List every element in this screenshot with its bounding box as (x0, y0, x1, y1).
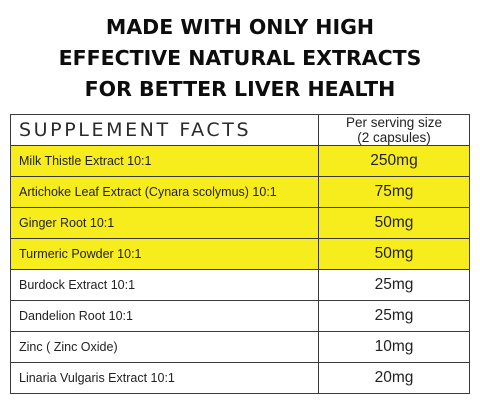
ingredient-row: Turmeric Powder 10:1 50mg (10, 238, 470, 270)
ingredient-amount: 50mg (318, 238, 470, 270)
table-header-row: SUPPLEMENT FACTS Per serving size (2 cap… (10, 114, 470, 146)
serving-size-capsules: (2 capsules) (357, 130, 431, 145)
ingredient-row: Dandelion Root 10:1 25mg (10, 300, 470, 332)
ingredient-name: Burdock Extract 10:1 (10, 269, 319, 301)
headline-line-3: FOR BETTER LIVER HEALTH (84, 77, 396, 101)
ingredient-row: Linaria Vulgaris Extract 10:1 20mg (10, 362, 470, 394)
ingredient-amount: 10mg (318, 331, 470, 363)
serving-size-label: Per serving size (345, 115, 443, 130)
ingredient-name: Linaria Vulgaris Extract 10:1 (10, 362, 319, 394)
ingredient-amount: 25mg (318, 300, 470, 332)
ingredient-name: Zinc ( Zinc Oxide) (10, 331, 319, 363)
headline: MADE WITH ONLY HIGH EFFECTIVE NATURAL EX… (0, 12, 480, 105)
ingredient-name: Artichoke Leaf Extract (Cynara scolymus)… (10, 176, 319, 208)
ingredient-amount: 25mg (318, 269, 470, 301)
ingredient-amount: 75mg (318, 176, 470, 208)
serving-size-header: Per serving size (2 capsules) (318, 114, 470, 146)
ingredient-name: Dandelion Root 10:1 (10, 300, 319, 332)
ingredient-amount: 250mg (318, 145, 470, 177)
supplement-facts-title: SUPPLEMENT FACTS (10, 114, 319, 146)
ingredient-row: Artichoke Leaf Extract (Cynara scolymus)… (10, 176, 470, 208)
ingredient-name: Turmeric Powder 10:1 (10, 238, 319, 270)
ingredient-name: Ginger Root 10:1 (10, 207, 319, 239)
ingredient-amount: 20mg (318, 362, 470, 394)
ingredient-row: Burdock Extract 10:1 25mg (10, 269, 470, 301)
headline-line-1: MADE WITH ONLY HIGH (105, 15, 375, 39)
ingredient-name: Milk Thistle Extract 10:1 (10, 145, 319, 177)
ingredient-amount: 50mg (318, 207, 470, 239)
ingredient-row: Milk Thistle Extract 10:1 250mg (10, 145, 470, 177)
ingredient-row: Ginger Root 10:1 50mg (10, 207, 470, 239)
supplement-facts-table: SUPPLEMENT FACTS Per serving size (2 cap… (10, 114, 470, 394)
ingredient-row: Zinc ( Zinc Oxide) 10mg (10, 331, 470, 363)
headline-line-2: EFFECTIVE NATURAL EXTRACTS (58, 46, 422, 70)
